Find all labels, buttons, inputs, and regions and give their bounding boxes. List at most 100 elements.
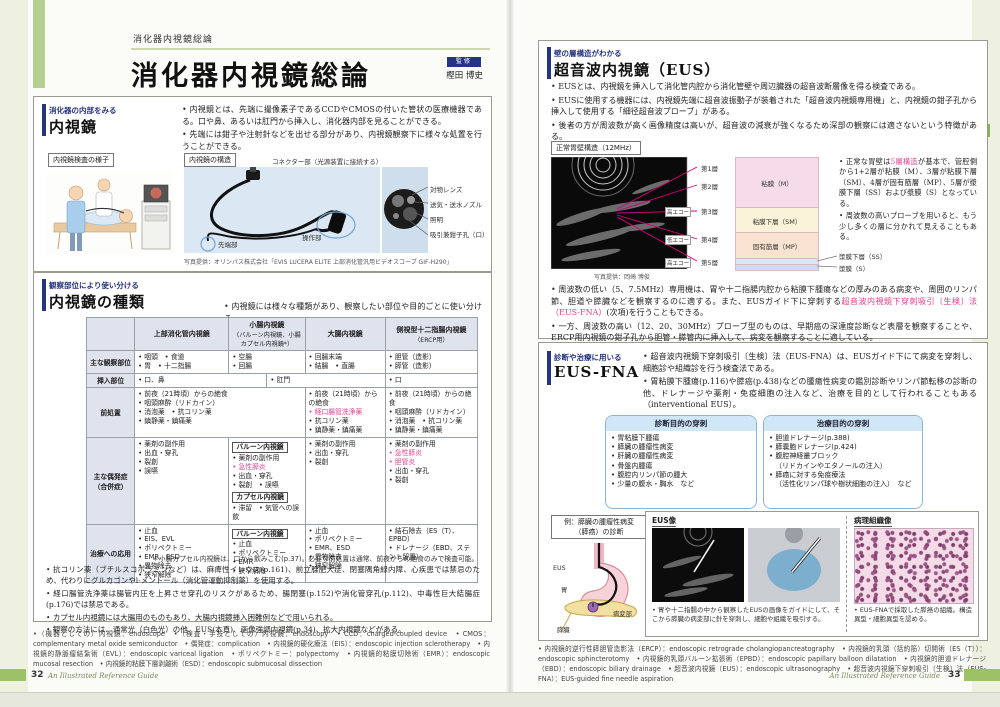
callout: 吸引兼鉗子孔（口） — [430, 230, 489, 239]
line-item: ポリペクトミー — [232, 549, 301, 558]
bullet: EUSに使用する機器には、内視鏡先端に超音波振動子が装着された「超音波内視鏡専用… — [551, 95, 977, 118]
page-title: 消化器内視鏡総論 — [131, 61, 371, 92]
line-item: 口 — [389, 376, 474, 385]
section-bullets: 内視鏡とは、先端に撮像素子であるCCDやCMOSの付いた管状の医療機器である。口… — [182, 104, 482, 154]
glossary-right: • 内視鏡的逆行性膵胆管造影法（ERCP）：endoscopic retrogr… — [538, 645, 986, 683]
label-lesion: 病変部 — [613, 611, 632, 618]
stomach-pancreas-illustration — [560, 543, 637, 634]
col-header: 側視型十二指腸内視鏡 （ERCP用） — [384, 317, 479, 351]
line-item: 胆道ドレナージ(p.388) — [769, 434, 917, 443]
bullet: 超音波内視鏡下穿刺吸引〔生検〕法（EUS-FNA）は、EUSガイド下にて病変を穿… — [643, 351, 977, 374]
infobox-items: 胆道ドレナージ(p.388)膵嚢胞ドレナージ(p.424)腹腔神経叢ブロック（リ… — [764, 431, 922, 492]
line-item: 裂創 — [389, 476, 474, 485]
subserosa-label: 漿膜下層（SS） — [839, 253, 887, 261]
section-bullets: 抗コリン薬（ブチルスコポラミンなど）は、麻痺性イレウス(p.161)、前立腺肥大… — [46, 565, 480, 638]
layer-side-bullets: 正常な胃壁は5層構造が基本で、管腔側から1+2層が粘膜（M）、3層が粘膜下層（S… — [839, 157, 977, 245]
table-cell: バルーン内視鏡薬剤の副作用急性膵炎出血・穿孔裂創 • 誤嚥カプセル内視鏡滞留 •… — [228, 436, 306, 525]
echo-tag-3: 高エコー — [665, 207, 692, 217]
line-item: 肝臓の腫瘤性病変 — [611, 452, 751, 461]
bullet: 周波数の高いプローブを用いると、もう少し多くの層に分かれて見えることもある。 — [839, 211, 977, 242]
section-bullets: EUSとは、内視鏡を挿入して消化管内腔から消化管壁や周辺臓器の超音波断層像を得る… — [551, 81, 977, 145]
section-bar — [547, 47, 551, 79]
layer-muscularis: 固有筋層（MP） — [735, 232, 819, 260]
line-item: 腹腔内リンパ節の腫大 — [611, 471, 751, 480]
serosa-label: 漿膜（S） — [839, 265, 870, 273]
line-item: 異物除去 — [309, 553, 382, 562]
page-number: 33 — [948, 670, 961, 680]
layer-submucosa: 粘膜下層（SM） — [735, 207, 819, 234]
footer-brand: An Illustrated Reference Guide — [48, 672, 159, 680]
line-item: EMR、ESD — [309, 544, 382, 553]
section-tagline: 消化器の内部をみる — [49, 106, 117, 115]
callout-connector: コネクター部（光源装置に接続する） — [272, 158, 383, 166]
line-item: 咽頭麻酔（リドカイン） — [389, 408, 474, 417]
line-item: 急性膵炎 — [232, 463, 301, 472]
section-heading: 内視鏡 — [49, 118, 98, 136]
bullet: 後者の方が周波数が高く画像精度は高いが、超音波の減衰が強くなるため深部の観察には… — [551, 120, 977, 143]
bullet: EUSとは、内視鏡を挿入して消化管内腔から消化管壁や周辺臓器の超音波断層像を得る… — [551, 81, 977, 93]
line-item: 消泡薬 • 抗コリン薬 — [389, 417, 474, 426]
bullet: 周波数の低い（5、7.5MHz）専用機は、胃や十二指腸内腔から粘膜下腫瘍などの厚… — [551, 284, 977, 319]
line-item: ポリペクトミー — [309, 535, 382, 544]
callout: 送気・送水ノズル — [430, 200, 482, 209]
table-cell: 薬剤の副作用急性膵炎胆管炎出血・穿孔裂創 — [384, 436, 479, 525]
line-item: 薬剤の副作用 — [309, 440, 382, 449]
line-item: 膵管（造影） — [389, 362, 474, 371]
page-number-tab — [0, 669, 26, 681]
section-tagline: 観察部位により使い分ける — [49, 281, 139, 290]
eus-ultrasound-image — [551, 157, 698, 269]
line-item: 胃粘膜下腫瘍 — [611, 434, 751, 443]
table-cell: 前夜（21時頃）からの絶食経口腸管洗浄薬抗コリン薬鎮静薬・鎮痛薬 — [304, 386, 386, 438]
table-row-complications: 主な偶発症（合併症） 薬剤の副作用出血・穿孔裂創誤嚥 バルーン内視鏡薬剤の副作用… — [85, 436, 479, 525]
header-rule — [131, 48, 490, 50]
table-row-insertion: 挿入部位 口、鼻 肛門 口 — [85, 372, 479, 388]
line-item: バルーン内視鏡 — [232, 441, 288, 453]
panel-divider — [846, 516, 847, 632]
section-eus-fna: 診断や治療に用いる EUS-FNA 超音波内視鏡下穿刺吸引〔生検〕法（EUS-F… — [538, 342, 988, 641]
example-label-line2: （膵癌）の診断 — [574, 528, 624, 536]
bullet: 一方、周波数の高い（12、20、30MHz）プローブ型のものは、早期癌の深達度診… — [551, 321, 977, 344]
col-header-main: 側視型十二指腸内視鏡 — [396, 325, 467, 334]
section-bullets: 超音波内視鏡下穿刺吸引〔生検〕法（EUS-FNA）は、EUSガイド下にて病変を穿… — [643, 351, 977, 413]
left-margin-strip — [0, 0, 28, 692]
line-item: 膵臓の腫瘤性病変 — [611, 443, 751, 452]
table-cell: 薬剤の副作用出血・穿孔裂創 — [304, 436, 386, 525]
table-cell: 口 — [384, 372, 479, 388]
line-item: 胆管（造影） — [389, 353, 474, 362]
label-pancreas: 膵臓 — [557, 627, 570, 634]
bullet: 内視鏡とは、先端に撮像素子であるCCDやCMOSの付いた管状の医療機器である。口… — [182, 104, 482, 127]
line-item: 出血・穿孔 — [232, 472, 301, 481]
histology-image — [854, 528, 974, 604]
table-cell: 薬剤の副作用出血・穿孔裂創誤嚥 — [134, 436, 230, 525]
line-item: 回腸末端 — [309, 353, 382, 362]
line-item: EMR、ESD — [138, 553, 225, 562]
line-item: （活性化リンパ球や樹状細胞の注入） など — [775, 480, 912, 489]
section-bar — [42, 279, 46, 311]
line-item: 鎮静薬・鎮痛薬 — [389, 426, 474, 435]
bottom-edge — [0, 692, 1000, 707]
page-number: 32 — [31, 670, 44, 680]
layer3-label: 第3層 — [701, 208, 719, 216]
figure-label-structure: 内視鏡の構造 — [184, 153, 236, 167]
endoscope-type-table: 上部消化管内視鏡 小腸内視鏡 （バルーン内視鏡、小腸カプセル内視鏡*） 大腸内視… — [85, 317, 479, 584]
section-heading: EUS-FNA — [554, 363, 640, 381]
diagnostic-puncture-box: 診断目的の穿刺 胃粘膜下腫瘍膵臓の腫瘤性病変肝臓の腫瘤性病変骨盤内腫瘍腹腔内リン… — [605, 415, 757, 509]
example-label: 例：膵臓の腫瘤性病変 （膵癌）の診断 — [551, 515, 647, 539]
line-item: 抗コリン薬 — [309, 417, 382, 426]
layer5-label: 第5層 — [701, 259, 719, 267]
line-item: 裂創 — [309, 458, 382, 467]
line-item: 急性膵炎 — [389, 449, 474, 458]
section-bar — [42, 104, 46, 136]
line-item: 咽頭 • 食道 — [138, 353, 225, 362]
line-item: 薬剤の副作用 — [138, 440, 225, 449]
author-name: 樫田 博史 — [446, 71, 483, 81]
line-item: カプセル内視鏡 — [232, 491, 288, 503]
line-item: 前夜（21時頃）からの絶食 — [138, 390, 301, 399]
chapter-label: 消化器内視鏡総論 — [133, 35, 214, 45]
line-item: 肛門 — [270, 376, 381, 385]
line-item: 前夜（21時頃）からの絶食 — [389, 390, 474, 408]
callout: 対物レンズ — [430, 186, 463, 194]
col-header: 大腸内視鏡 — [304, 317, 386, 351]
layer1-label: 第1層 — [701, 165, 719, 173]
author-badge: 監修 — [447, 57, 481, 67]
